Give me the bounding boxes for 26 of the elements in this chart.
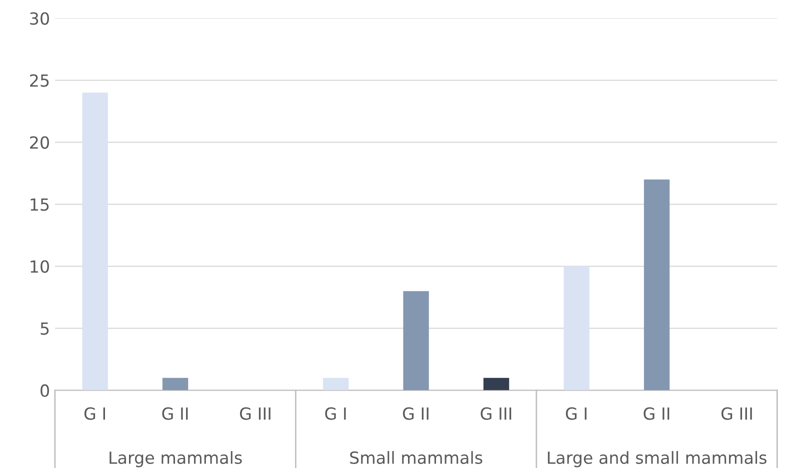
x-tick-label: G I: [325, 407, 346, 420]
x-tick-label: G I: [566, 407, 586, 420]
bar: [483, 378, 510, 390]
bar: [82, 92, 108, 390]
y-tick-label: 15: [30, 198, 49, 211]
y-tick-label: 10: [30, 260, 49, 273]
text: Small mammals: [350, 451, 482, 464]
x-tick-label: G III: [721, 407, 752, 420]
x-tick-label: G III: [480, 407, 512, 420]
bar: [644, 179, 670, 390]
bar: [162, 378, 188, 390]
y-tick-label: 25: [30, 74, 49, 87]
bar: [322, 378, 349, 390]
text: Large and small mammals: [548, 451, 766, 468]
text: Large mammals: [110, 451, 242, 468]
y-tick-label: 5: [40, 322, 49, 335]
bar: [564, 266, 590, 390]
y-tick-label: 30: [30, 12, 49, 25]
x-tick-label: G III: [240, 407, 270, 420]
x-tick-label: G I: [84, 407, 105, 420]
x-tick-label: G II: [162, 407, 188, 420]
y-tick-label: 20: [30, 136, 49, 149]
x-tick-label: G II: [644, 407, 670, 420]
bar: [403, 291, 429, 390]
x-tick-label: G II: [402, 407, 428, 420]
y-tick-label: 0: [40, 384, 49, 397]
